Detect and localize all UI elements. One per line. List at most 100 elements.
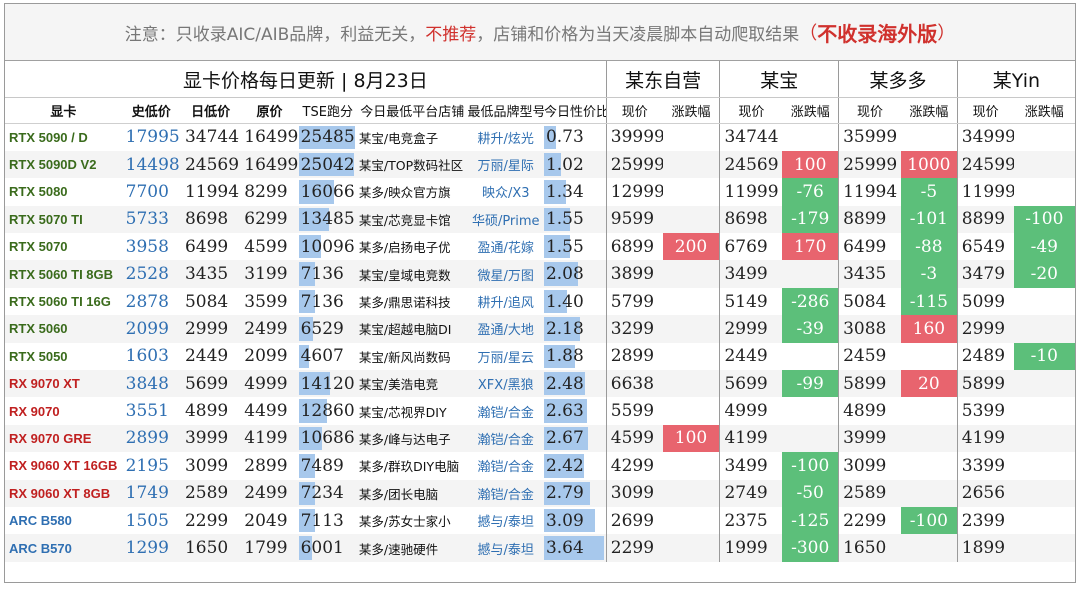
tse-score-cell: 12860 [298, 397, 357, 424]
lowest-shop: 某宝/芯视界DIY [358, 404, 447, 420]
ratio-bar [543, 262, 578, 286]
pdd-price: 3435 [838, 260, 901, 288]
card-name: RTX 5070 TI [5, 205, 122, 234]
ratio-bar [543, 508, 595, 533]
orig-price: 16499 [240, 150, 299, 179]
col-tb-change: 涨跌幅 [782, 97, 839, 124]
ratio-bar [543, 454, 584, 478]
tb-change [782, 260, 839, 288]
tse-score: 25485 [300, 127, 355, 148]
card-name: RTX 5060 TI 8GB [5, 260, 122, 288]
tb-change [782, 124, 838, 151]
pdd-change: -101 [900, 205, 958, 234]
dy-price: 8899 [956, 205, 1014, 234]
lowest-model: XFX/黑狼 [467, 370, 544, 398]
lowest-model: 撼与/泰坦 [467, 534, 544, 562]
table-row: RX 9070 GRE 2899 3999 4199 10686 某多/峰与达电子 瀚铠/合… [5, 424, 1075, 453]
jd-price: 25999 [605, 150, 663, 179]
jd-change [663, 397, 720, 424]
lowest-model: 瀚铠/合金 [477, 405, 534, 421]
tb-price: 34744 [719, 123, 783, 151]
ratio-bar [543, 481, 590, 505]
orig-price: 2499 [240, 479, 299, 507]
pdd-price: 8899 [838, 205, 901, 234]
hist-low-price: 1299 [121, 534, 181, 562]
dy-change [1013, 479, 1075, 507]
pdd-change: -3 [900, 260, 958, 288]
table-row: RTX 5090D V2 14498 24569 16499 25042 某宝/TOP数码… [5, 150, 1075, 179]
tse-score-cell: 10096 [298, 233, 357, 260]
col-day-low: 日低价 [180, 97, 241, 124]
table-row: RTX 5070 3958 6499 4599 10096 某多/启扬电子优 盈通/花嫁 1.… [5, 233, 1075, 261]
value-ratio-cell: 2.08 [543, 260, 607, 288]
orig-price: 1799 [240, 534, 299, 562]
lowest-model: 万丽/星际 [467, 150, 544, 179]
hist-low-price: 1505 [125, 510, 169, 531]
orig-price: 4599 [244, 236, 288, 257]
lowest-model: 微星/万图 [467, 260, 544, 288]
tb-price: 2449 [719, 342, 783, 371]
tse-bar [298, 262, 315, 286]
tb-price: 3499 [719, 260, 783, 288]
day-low-price: 1650 [180, 534, 241, 562]
pdd-price: 35999 [838, 123, 901, 151]
table-row: RTX 5060 TI 16G 2878 5084 3599 7136 某多/鼎思诺科技 耕… [5, 287, 1075, 316]
orig-price: 16499 [244, 127, 299, 148]
dy-change [1013, 150, 1075, 179]
tb-price: 2999 [719, 315, 783, 343]
value-ratio: 3.64 [545, 538, 584, 559]
pdd-price: 6499 [838, 233, 901, 261]
value-ratio-cell: 1.02 [543, 150, 607, 179]
value-ratio: 1.02 [545, 154, 584, 175]
value-ratio-cell: 1.34 [543, 178, 606, 205]
value-ratio: 1.88 [545, 346, 584, 367]
jd-change [662, 315, 720, 343]
lowest-shop: 某宝/皇域电竞数 [356, 260, 468, 288]
tb-change [782, 424, 839, 453]
dy-price: 2489 [956, 342, 1014, 371]
pdd-price: 25999 [838, 150, 901, 179]
tse-bar [298, 207, 329, 232]
tb-price: 2375 [719, 506, 783, 535]
tse-bar [298, 289, 315, 314]
table-row: ARC B570 1299 1650 1799 6001 某多/速驰硬件 撼与/泰坦 3.64… [5, 534, 1075, 562]
dy-change [1013, 370, 1075, 398]
tb-change: -100 [782, 452, 839, 480]
jd-price: 3299 [605, 315, 663, 343]
value-ratio-cell: 1.88 [543, 343, 606, 370]
tb-change: -99 [782, 370, 839, 398]
dy-change: -100 [1013, 205, 1075, 234]
tb-price: 11999 [719, 178, 783, 206]
lowest-model: 瀚铠/合金 [467, 479, 544, 507]
tse-bar [298, 481, 315, 505]
tse-bar [298, 426, 322, 451]
tb-change: 100 [782, 150, 839, 179]
jd-price: 2699 [605, 506, 663, 535]
lowest-shop: 某多/群玖DIY电脑 [358, 459, 460, 475]
tse-score-cell: 6001 [298, 534, 357, 562]
pdd-change [900, 479, 958, 507]
jd-price: 4299 [605, 452, 663, 480]
dy-price: 3479 [956, 260, 1014, 288]
price-table: 显卡价格每日更新 | 8月23日 某东自营 某宝 某多多 某Yin 显卡 史低价… [5, 61, 1075, 562]
card-name: RTX 5060 TI 16G [9, 294, 111, 310]
jd-price: 6899 [605, 233, 663, 261]
value-ratio-cell: 2.42 [543, 452, 606, 479]
dy-price: 5399 [956, 397, 1014, 425]
store-header-douyin: 某Yin [956, 61, 1075, 98]
pdd-change [901, 397, 957, 424]
lowest-model: 映众/X3 [481, 186, 530, 202]
col-card: 显卡 [5, 97, 122, 124]
card-name: RTX 5090 / D [9, 129, 88, 145]
tse-score: 7136 [300, 291, 344, 312]
dy-change: -20 [1013, 260, 1075, 288]
dy-price: 11999 [956, 178, 1014, 206]
card-name: RTX 5050 [9, 348, 68, 364]
hist-low-price: 17995 [125, 127, 180, 148]
tb-change [782, 343, 838, 370]
orig-price: 2049 [244, 510, 288, 531]
dy-price: 2399 [956, 506, 1014, 535]
card-name: RX 9060 XT 16GB [9, 458, 118, 474]
tse-score: 7489 [300, 455, 344, 476]
jd-price: 5599 [605, 397, 663, 425]
